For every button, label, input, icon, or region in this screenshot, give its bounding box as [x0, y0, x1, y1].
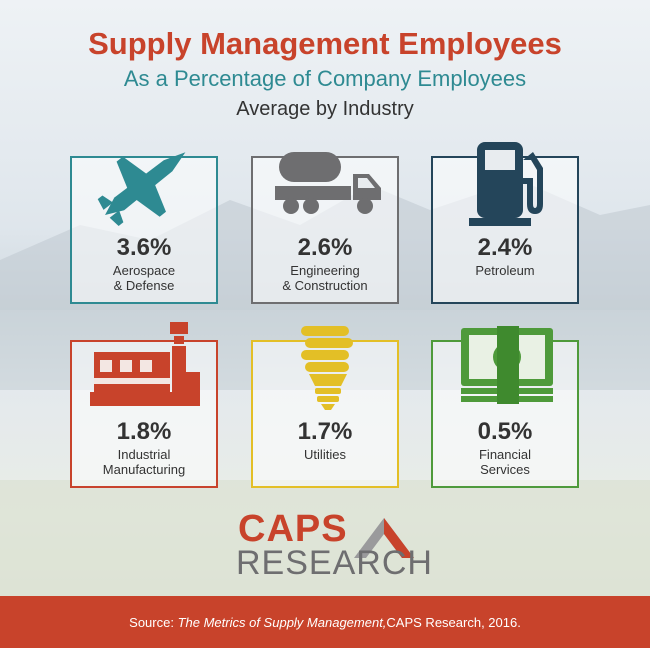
card-label: Industrial Manufacturing — [102, 447, 186, 477]
tanker-truck-icon — [267, 138, 387, 228]
fighter-jet-icon — [86, 138, 206, 228]
page-title: Supply Management Employees — [88, 26, 562, 61]
logo-chevron-icon — [354, 518, 414, 558]
card-petroleum: 2.4% Petroleum — [431, 142, 579, 304]
card-engineering: 2.6% Engineering & Construction — [251, 152, 399, 304]
caps-research-logo: CAPS RESEARCH — [232, 508, 432, 582]
source-footer: Source: The Metrics of Supply Management… — [0, 596, 650, 648]
card-label: Aerospace & Defense — [112, 263, 176, 293]
card-label: Engineering & Construction — [282, 263, 368, 293]
card-value: 1.8% — [116, 418, 172, 445]
factory-icon — [86, 322, 206, 412]
page-subtitle: As a Percentage of Company Employees — [123, 66, 527, 91]
card-utilities: 1.7% Utilities — [251, 326, 399, 488]
card-label: Financial Services — [478, 447, 532, 477]
card-industrial: 1.8% Industrial Manufacturing — [70, 322, 218, 488]
logo-research-text: RESEARCH — [236, 544, 433, 582]
logo-caps-text: CAPS — [238, 508, 348, 550]
page-subheading: Average by Industry — [236, 98, 414, 120]
card-label: Utilities — [304, 447, 346, 462]
card-value: 1.7% — [297, 418, 353, 445]
fuel-pump-icon — [447, 138, 567, 228]
money-stack-icon: $ — [447, 322, 567, 412]
card-aerospace: 3.6% Aerospace & Defense — [70, 152, 218, 304]
card-value: 2.6% — [297, 234, 353, 261]
card-value: 2.4% — [477, 234, 533, 261]
card-value: 0.5% — [477, 418, 533, 445]
light-bulb-icon — [267, 322, 387, 412]
card-label: Petroleum — [475, 263, 535, 278]
card-value: 3.6% — [116, 234, 172, 261]
